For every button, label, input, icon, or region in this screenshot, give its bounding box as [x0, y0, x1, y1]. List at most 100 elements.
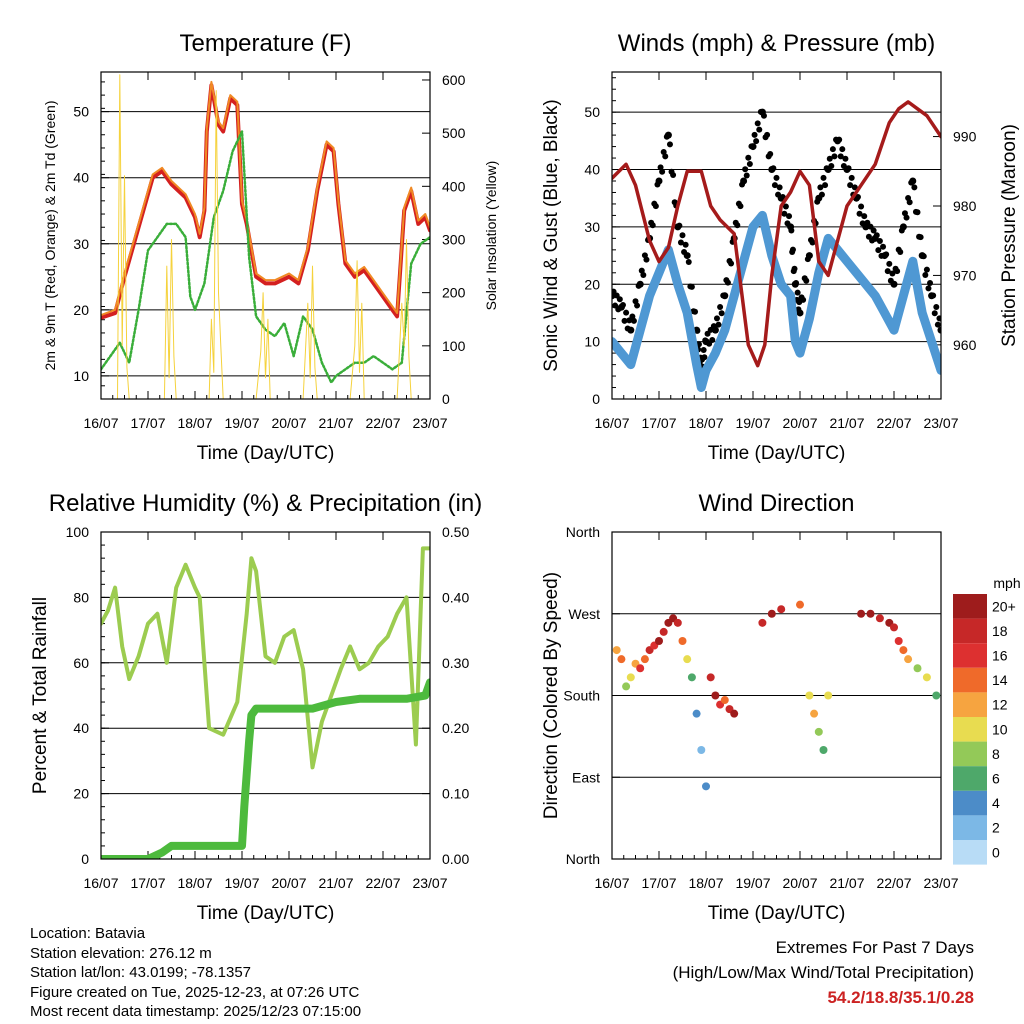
extremes-title: Extremes For Past 7 Days [775, 938, 974, 957]
winds-series-gust-point [861, 213, 868, 220]
winds-ylabel: Sonic Wind & Gust (Blue, Black) [541, 99, 562, 371]
winds-series-gust-point [817, 184, 824, 191]
winds-xtick-label: 16/07 [594, 415, 629, 431]
temperature-xtick-label: 21/07 [318, 415, 353, 431]
recent-data-timestamp: Most recent data timestamp: 2025/12/23 0… [30, 1003, 362, 1020]
temperature-ytick-right-label: 300 [442, 231, 466, 247]
winds-series-gust-point [715, 321, 722, 328]
direction-point [913, 664, 922, 673]
humidity-series-group [101, 546, 430, 859]
direction-legend-swatch [953, 594, 987, 619]
winds-series-gust-point [800, 296, 807, 303]
winds-ytick-label: 50 [584, 104, 600, 120]
direction-legend-swatch [953, 717, 987, 742]
winds-series-gust-point [837, 153, 844, 160]
temperature-ytick-label: 40 [73, 170, 89, 186]
direction-panel: Wind Direction Time (Day/UTC) Direction (C… [541, 490, 1021, 924]
winds-series-gust-point [634, 302, 641, 309]
winds-series-gust-point [701, 354, 708, 361]
humidity-ytick-right-label: 0.10 [442, 786, 469, 802]
temperature-series-solar-insolation [101, 74, 422, 399]
winds-series-gust-point [683, 252, 691, 260]
winds-series-gust-point [659, 168, 666, 175]
temperature-frame [100, 71, 431, 400]
winds-series-gust-point [754, 120, 761, 127]
winds-series-gust-point [685, 259, 692, 266]
winds-series-gust-point [911, 184, 918, 191]
winds-series-gust-point [664, 131, 672, 139]
direction-xtick-label: 19/07 [735, 875, 770, 891]
temperature-xtick-label: 22/07 [365, 415, 400, 431]
winds-ytick-right-label: 960 [953, 337, 977, 353]
direction-point [622, 682, 631, 691]
humidity-frame [100, 531, 431, 860]
temperature-series-2m-t [101, 83, 430, 320]
winds-series-gust-point [936, 315, 941, 322]
direction-point [922, 673, 931, 682]
winds-series-gust-point [771, 182, 778, 189]
temperature-ytick-right-label: 100 [442, 338, 466, 354]
direction-point [697, 746, 706, 754]
direction-ytick-label: North [566, 851, 600, 867]
direction-point [626, 673, 635, 682]
winds-series-gust-point [870, 227, 877, 234]
direction-point [824, 691, 833, 700]
humidity-xtick-label: 19/07 [224, 875, 259, 891]
humidity-ytick-label: 60 [73, 655, 89, 671]
winds-series-station-pressure [612, 100, 941, 368]
humidity-ytick-right-label: 0.50 [442, 524, 469, 540]
winds-series-gust-point [805, 252, 813, 260]
temperature-panel: Temperature (F) Time (Day/UTC) 2m & 9m T (… [42, 30, 499, 464]
winds-series-gust-point [897, 249, 904, 256]
temperature-xtick-label: 17/07 [130, 415, 165, 431]
direction-xlabel: Time (Day/UTC) [708, 903, 846, 924]
temperature-ytick-label: 10 [73, 368, 89, 384]
direction-point [819, 746, 828, 754]
direction-legend-label: 2 [992, 820, 1000, 836]
direction-legend-label: 8 [992, 746, 1000, 762]
direction-legend-label: 6 [992, 771, 1000, 787]
humidity-xtick-label: 20/07 [271, 875, 306, 891]
winds-series-gust-point [899, 223, 907, 231]
humidity-panel: Relative Humidity (%) & Precipitation (i… [30, 490, 482, 924]
humidity-xtick-label: 18/07 [177, 875, 212, 891]
temperature-series-2m-td [101, 130, 430, 384]
direction-point [659, 627, 668, 636]
winds-series-gust-point [636, 280, 644, 288]
winds-series-gust-point [724, 279, 731, 286]
temperature-xtick-label: 18/07 [177, 415, 212, 431]
winds-series-gust-point [820, 174, 827, 181]
direction-point [687, 673, 696, 682]
winds-series-gust-point [692, 308, 699, 315]
direction-point [814, 727, 823, 736]
winds-series-gust-point [740, 177, 748, 185]
winds-ytick-label: 30 [584, 219, 600, 235]
temperature-ylabel: 2m & 9m T (Red, Orange) & 2m Td (Green) [42, 101, 58, 371]
winds-series-gust-point [925, 285, 932, 292]
winds-xtick-label: 19/07 [735, 415, 770, 431]
winds-xtick-label: 21/07 [829, 415, 864, 431]
winds-series-wind [612, 210, 941, 392]
winds-series-gust-point [930, 292, 937, 299]
direction-ytick-label: South [563, 688, 600, 704]
winds-series-gust-point [883, 251, 890, 258]
winds-series-gust-point [742, 166, 749, 173]
humidity-ylabel: Percent & Total Rainfall [30, 597, 51, 794]
winds-xtick-label: 22/07 [876, 415, 911, 431]
winds-series-gust-point [794, 289, 801, 296]
humidity-ytick-right-label: 0.30 [442, 655, 469, 671]
station-latlon: Station lat/lon: 43.0199; -78.1357 [30, 964, 252, 981]
direction-point [617, 655, 626, 664]
winds-series-gust-point [934, 321, 941, 328]
winds-series-gust-point [753, 138, 760, 145]
winds-series-gust-point [854, 193, 861, 200]
winds-series-gust-point [655, 177, 663, 185]
direction-point [692, 709, 701, 718]
winds-xtick-label: 18/07 [688, 415, 723, 431]
direction-ytick-label: West [568, 606, 600, 622]
direction-point [636, 664, 645, 673]
winds-series-gust-point [803, 277, 810, 284]
direction-legend-label: 14 [992, 672, 1008, 688]
winds-series-gust-point [688, 283, 695, 290]
direction-legend-title: mph [993, 575, 1020, 591]
